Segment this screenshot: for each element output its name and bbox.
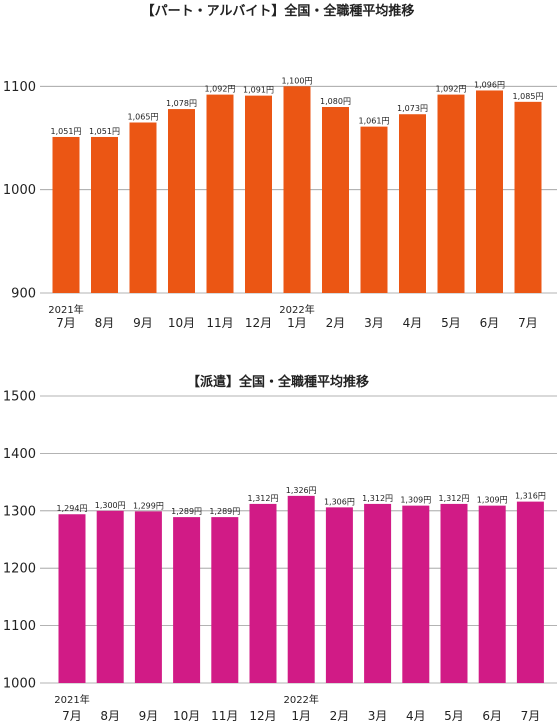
bar	[91, 136, 118, 293]
bar	[287, 495, 315, 683]
x-tick-label: 12月	[245, 316, 272, 330]
bar	[516, 501, 544, 683]
data-label: 1,092円	[436, 85, 467, 94]
x-tick-label: 6月	[482, 709, 502, 723]
bar	[134, 511, 162, 683]
bar	[168, 109, 195, 293]
data-label: 1,316円	[515, 492, 546, 501]
bar	[325, 507, 353, 683]
x-tick-label: 10月	[168, 316, 195, 330]
year-label: 2021年	[48, 303, 83, 316]
x-tick-label: 4月	[406, 709, 426, 723]
data-label: 1,092円	[205, 85, 236, 94]
chart-dispatch-title: 【派遣】全国・全職種平均推移	[187, 374, 369, 390]
x-tick-label: 5月	[444, 709, 464, 723]
data-label: 1,100円	[282, 76, 313, 85]
y-tick-label: 1400	[3, 447, 36, 462]
bar	[96, 510, 124, 683]
bar	[364, 503, 392, 683]
x-tick-label: 3月	[368, 709, 388, 723]
bar	[245, 95, 272, 293]
chart-part-time: 【パート・アルバイト】全国・全職種平均推移 900 1000 1100 1,051円 7…	[3, 3, 557, 330]
data-label: 1,065円	[128, 113, 159, 122]
y-tick-label: 1300	[3, 504, 36, 519]
x-tick-label: 5月	[441, 316, 461, 330]
data-label: 1,080円	[320, 97, 351, 106]
data-label: 1,051円	[51, 127, 82, 136]
y-tick-label: 1100	[3, 80, 36, 95]
x-tick-label: 7月	[521, 709, 541, 723]
x-tick-label: 1月	[291, 709, 311, 723]
data-label: 1,294円	[57, 504, 88, 513]
data-label: 1,051円	[89, 127, 120, 136]
data-label: 1,312円	[248, 494, 279, 503]
y-tick-label: 1200	[3, 562, 36, 577]
y-tick-label: 1000	[3, 677, 36, 692]
x-tick-label: 3月	[364, 316, 384, 330]
chart-dispatch: 【派遣】全国・全職種平均推移 1000 1100 1200 1300 1400 1500 1…	[3, 374, 557, 723]
y-tick-label: 1500	[3, 390, 36, 405]
x-tick-label: 4月	[403, 316, 423, 330]
bar	[283, 86, 311, 293]
year-label: 2022年	[283, 693, 318, 706]
bar	[206, 94, 234, 293]
bar	[211, 517, 239, 683]
data-label: 1,312円	[362, 494, 393, 503]
x-tick-label: 7月	[62, 709, 82, 723]
bar	[173, 517, 201, 683]
data-label: 1,306円	[324, 497, 355, 506]
x-tick-label: 9月	[133, 316, 153, 330]
x-tick-label: 6月	[480, 316, 500, 330]
data-label: 1,326円	[286, 486, 317, 495]
data-label: 1,309円	[477, 496, 508, 505]
y-tick-label: 1000	[3, 183, 36, 198]
bar	[399, 114, 426, 293]
year-label: 2021年	[54, 693, 89, 706]
data-label: 1,085円	[513, 92, 544, 101]
x-tick-label: 9月	[139, 709, 159, 723]
bar	[440, 503, 468, 683]
bar	[437, 94, 465, 293]
chart-part-time-title: 【パート・アルバイト】全国・全職種平均推移	[142, 3, 415, 19]
bar	[249, 503, 277, 683]
x-tick-label: 7月	[56, 316, 76, 330]
data-label: 1,299円	[133, 501, 164, 510]
x-tick-label: 8月	[95, 316, 115, 330]
bar	[478, 505, 506, 683]
data-label: 1,061円	[359, 117, 390, 126]
x-tick-label: 10月	[173, 709, 200, 723]
bar	[322, 107, 349, 293]
y-tick-label: 900	[11, 287, 36, 302]
data-label: 1,091円	[243, 86, 274, 95]
x-tick-label: 11月	[211, 709, 238, 723]
data-label: 1,096円	[474, 80, 505, 89]
bar	[476, 90, 503, 293]
bar	[52, 136, 80, 293]
x-tick-label: 8月	[100, 709, 120, 723]
x-tick-label: 7月	[518, 316, 538, 330]
data-label: 1,289円	[171, 507, 202, 516]
x-tick-label: 2月	[326, 316, 346, 330]
data-label: 1,078円	[166, 99, 197, 108]
data-label: 1,289円	[209, 507, 240, 516]
data-label: 1,312円	[439, 494, 470, 503]
x-tick-label: 11月	[206, 316, 233, 330]
data-label: 1,309円	[400, 496, 431, 505]
x-tick-label: 12月	[249, 709, 276, 723]
year-label: 2022年	[279, 303, 314, 316]
y-tick-label: 1100	[3, 619, 36, 634]
x-tick-label: 2月	[330, 709, 350, 723]
bar	[129, 122, 157, 293]
data-label: 1,300円	[95, 501, 126, 510]
bar	[360, 126, 388, 293]
x-tick-label: 1月	[287, 316, 307, 330]
bar	[58, 514, 86, 683]
bar	[514, 101, 542, 293]
bar	[402, 505, 430, 683]
data-label: 1,073円	[397, 104, 428, 113]
